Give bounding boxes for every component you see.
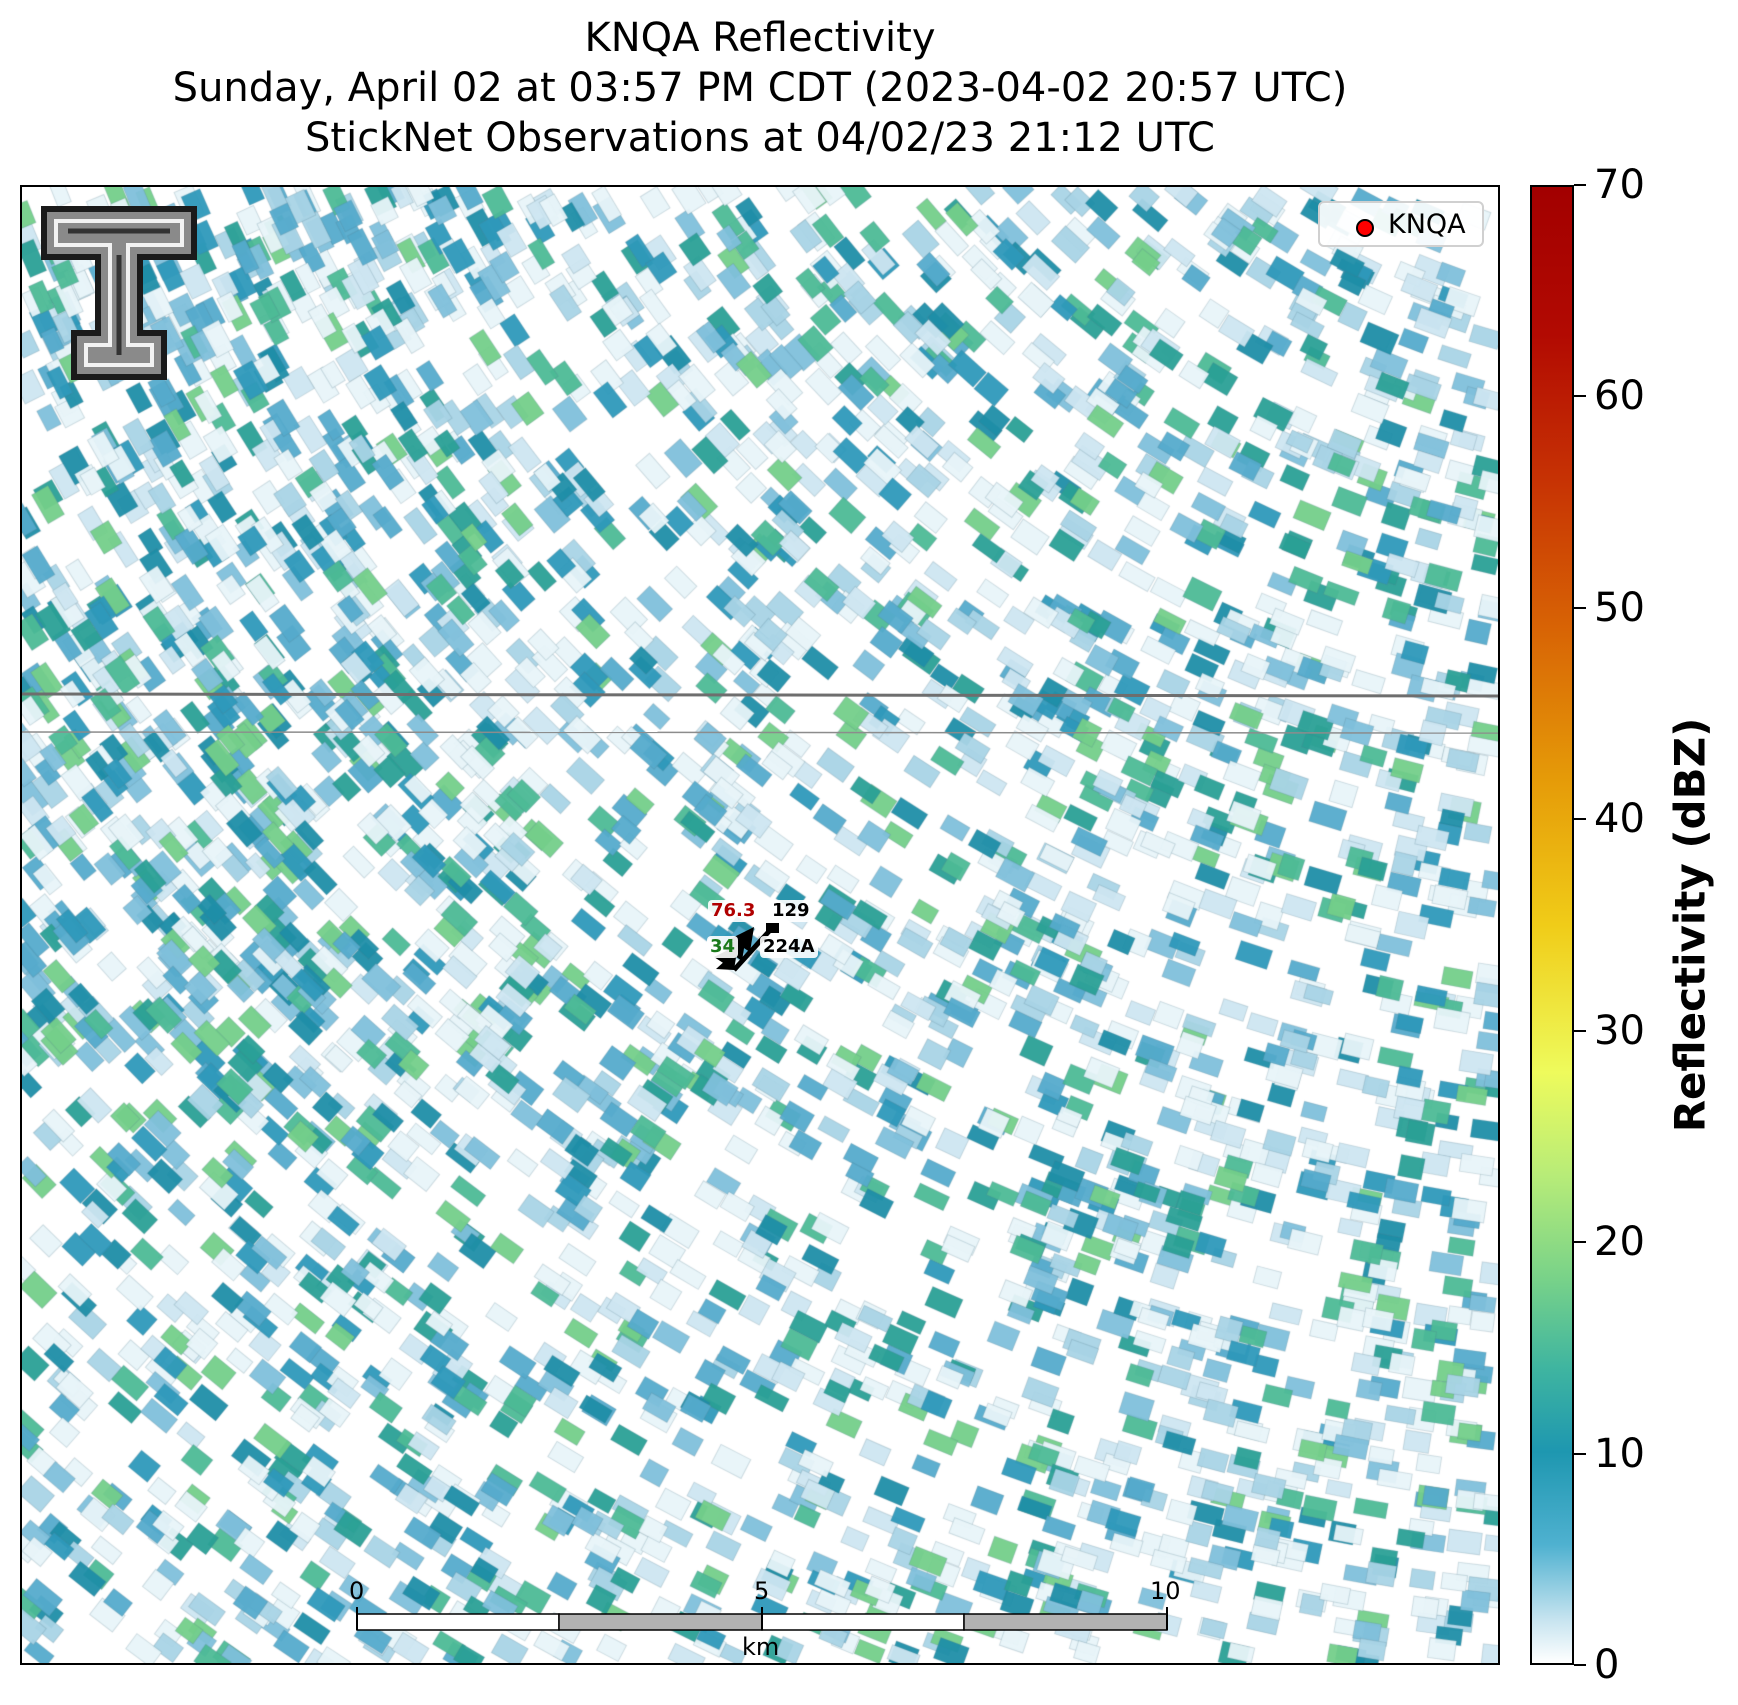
county-line bbox=[22, 692, 1498, 698]
county-line-secondary bbox=[22, 731, 1498, 734]
colorbar-tick-label: 30 bbox=[1594, 1007, 1645, 1054]
reflectivity-colorbar bbox=[1530, 185, 1574, 1665]
scale-bar bbox=[356, 1607, 1168, 1631]
map-legend: KNQA bbox=[1318, 201, 1484, 247]
knqa-marker-icon bbox=[1356, 219, 1374, 237]
map-overlay bbox=[22, 692, 1498, 1631]
station-id-129: 129 bbox=[769, 900, 813, 922]
colorbar-tick-label: 0 bbox=[1594, 1642, 1620, 1688]
colorbar-tick-mark bbox=[1574, 606, 1586, 609]
station-id-224a: 224A bbox=[760, 936, 818, 958]
reflectivity-field bbox=[22, 187, 1498, 1663]
title-line-1: KNQA Reflectivity bbox=[584, 15, 936, 61]
colorbar-tick-mark bbox=[1574, 1029, 1586, 1032]
colorbar-tick-mark bbox=[1574, 1664, 1586, 1666]
colorbar-tick-label: 50 bbox=[1594, 584, 1645, 631]
colorbar-tick-mark bbox=[1574, 395, 1586, 398]
station-dewpoint: 34 bbox=[707, 936, 739, 958]
colorbar-tick-mark bbox=[1574, 184, 1586, 186]
station-temperature: 76.3 bbox=[708, 900, 759, 922]
colorbar-tick-label: 60 bbox=[1594, 373, 1645, 420]
title-line-2: Sunday, April 02 at 03:57 PM CDT (2023-0… bbox=[172, 65, 1348, 111]
scale-tick-10: 10 bbox=[1150, 1577, 1181, 1605]
scale-tick-5: 5 bbox=[754, 1577, 770, 1605]
legend-label: KNQA bbox=[1388, 209, 1466, 240]
title-line-3: StickNet Observations at 04/02/23 21:12 … bbox=[305, 115, 1215, 161]
scale-unit: km bbox=[742, 1633, 780, 1661]
colorbar-tick-label: 10 bbox=[1594, 1430, 1645, 1477]
colorbar-tick-mark bbox=[1574, 818, 1586, 821]
colorbar-tick-label: 20 bbox=[1594, 1219, 1645, 1266]
colorbar-tick-mark bbox=[1574, 1241, 1586, 1244]
colorbar-tick-mark bbox=[1574, 1452, 1586, 1455]
radar-map[interactable]: KNQA 76.3 129 34 224A 0 5 10 km bbox=[20, 185, 1500, 1665]
texas-tech-logo bbox=[40, 205, 198, 383]
scale-tick-0: 0 bbox=[349, 1577, 365, 1605]
colorbar-tick-label: 40 bbox=[1594, 796, 1645, 843]
colorbar-tick-label: 70 bbox=[1594, 162, 1645, 208]
colorbar-label: Reflectivity (dBZ) bbox=[1665, 717, 1715, 1133]
